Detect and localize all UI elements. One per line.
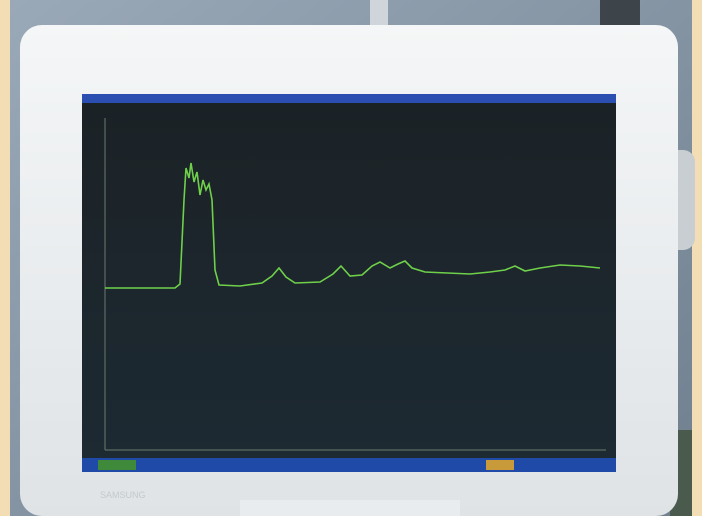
brand: SAMSUNG	[100, 490, 146, 500]
screen	[82, 94, 616, 472]
tray-item	[486, 460, 514, 470]
start-button	[98, 460, 136, 470]
title-bar	[82, 94, 616, 103]
page: SAMSUNG (() => { const data = JSON.parse…	[0, 0, 702, 516]
taskbar	[82, 458, 616, 472]
photo: SAMSUNG	[0, 0, 702, 516]
stand	[240, 500, 460, 516]
